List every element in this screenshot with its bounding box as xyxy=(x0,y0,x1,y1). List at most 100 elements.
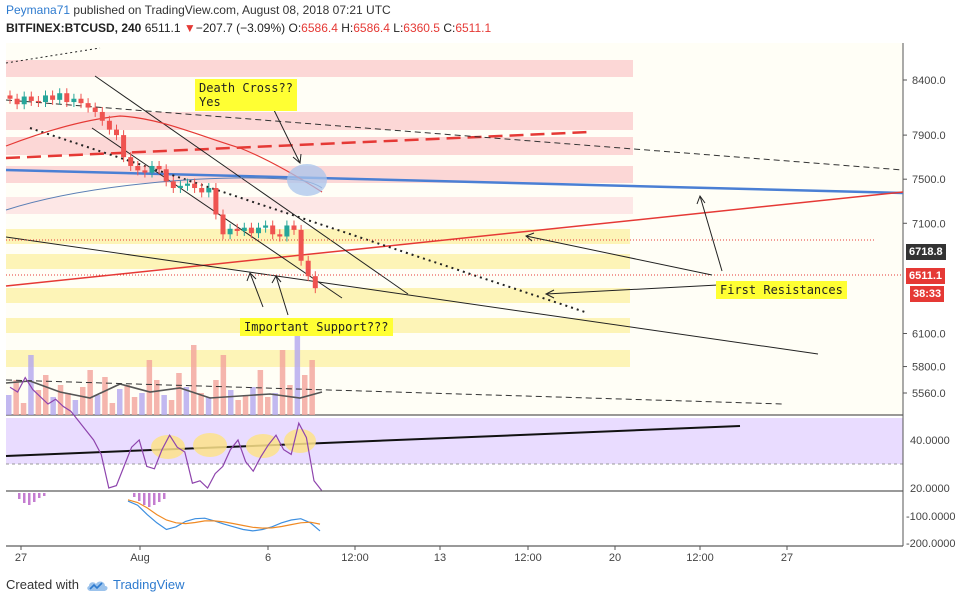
rsi-line xyxy=(9,376,323,491)
rsi-pane[interactable] xyxy=(5,376,741,491)
volume-bar xyxy=(65,393,71,415)
candle[interactable] xyxy=(28,91,34,106)
dotted-trendline xyxy=(29,127,586,313)
candle[interactable] xyxy=(99,107,105,126)
candle[interactable] xyxy=(57,88,63,105)
price-tick-label: 7100.0 xyxy=(912,218,946,230)
candle[interactable] xyxy=(156,161,162,175)
price-axis[interactable]: 8400.0 7900.0 7500.0 7100.0 6100.0 5800.0 5560… xyxy=(903,75,956,550)
tradingview-brand: TradingView xyxy=(112,577,185,592)
rsi-tick-label: 20.0000 xyxy=(910,483,950,495)
volume-bar xyxy=(250,387,256,415)
candle[interactable] xyxy=(284,220,290,242)
volume-bar xyxy=(109,403,116,415)
macd-hist-bar xyxy=(38,493,41,498)
candle[interactable] xyxy=(43,90,48,108)
candle[interactable] xyxy=(263,220,269,233)
candle[interactable] xyxy=(199,183,205,198)
time-tick-label: 27 xyxy=(781,552,793,564)
tradingview-logo[interactable]: TradingView xyxy=(85,577,185,592)
time-axis[interactable]: 27 Aug 6 12:00 13 12:00 20 12:00 27 xyxy=(15,546,793,564)
volume-bar xyxy=(131,397,138,415)
candle[interactable] xyxy=(206,183,212,198)
volume-bar xyxy=(154,380,160,415)
channel-upper-line xyxy=(94,75,409,295)
candle[interactable] xyxy=(234,223,240,236)
candle[interactable] xyxy=(21,91,27,110)
candle[interactable] xyxy=(185,178,190,191)
volume-bar xyxy=(87,370,93,415)
macd-hist-bar xyxy=(163,493,166,499)
volume-bar xyxy=(228,390,234,415)
candle[interactable] xyxy=(35,95,41,108)
volume-bar xyxy=(28,355,34,415)
low-value: 6360.5 xyxy=(403,21,440,35)
rsi-tick-label: 40.0000 xyxy=(910,435,950,447)
price-tick-label: 5560.0 xyxy=(912,388,946,400)
candle[interactable] xyxy=(128,152,134,171)
candle[interactable] xyxy=(14,93,20,110)
candle[interactable] xyxy=(256,222,261,239)
candle[interactable] xyxy=(213,183,219,220)
volume-bar xyxy=(139,393,145,415)
candle[interactable] xyxy=(50,90,56,105)
candle[interactable] xyxy=(85,98,91,113)
time-tick-label: 12:00 xyxy=(514,552,542,564)
candle[interactable] xyxy=(291,220,297,235)
candle[interactable] xyxy=(114,124,119,141)
candle[interactable] xyxy=(241,222,247,236)
candle[interactable] xyxy=(192,178,198,193)
rsi-band xyxy=(6,418,903,464)
macd-hist-bar xyxy=(23,493,26,503)
volume-bars xyxy=(5,335,323,415)
time-tick-label: 12:00 xyxy=(341,552,369,564)
macd-pane[interactable] xyxy=(18,493,321,532)
rsi-trendline xyxy=(5,425,741,457)
important-support-annotation[interactable]: Important Support??? xyxy=(240,318,393,336)
candle[interactable] xyxy=(149,161,155,178)
candle[interactable] xyxy=(227,223,233,240)
candle[interactable] xyxy=(71,93,77,108)
volume-bar xyxy=(257,370,264,415)
volume-bar xyxy=(272,393,278,415)
candle[interactable] xyxy=(177,180,183,193)
volume-bar xyxy=(198,393,204,415)
candle[interactable] xyxy=(277,229,283,242)
candle[interactable] xyxy=(298,224,304,266)
first-resistances-annotation[interactable]: First Resistances xyxy=(716,281,847,299)
volume-bar xyxy=(94,395,101,415)
macd-hist-bar xyxy=(33,493,36,502)
candle[interactable] xyxy=(135,161,141,176)
candle[interactable] xyxy=(270,220,276,240)
volume-bar xyxy=(43,375,49,415)
open-value: 6586.4 xyxy=(301,21,338,35)
candle[interactable] xyxy=(163,164,169,187)
macd-hist-bar xyxy=(143,493,146,505)
candle[interactable] xyxy=(92,102,98,117)
candle[interactable] xyxy=(106,115,112,135)
macd-hist-bar xyxy=(133,493,136,497)
candle[interactable] xyxy=(142,165,148,178)
volume-bar xyxy=(35,390,42,415)
author-link[interactable]: Peymana71 xyxy=(6,3,71,17)
candle[interactable] xyxy=(78,93,84,109)
blue-trendline xyxy=(5,168,904,195)
last-price: 6511.1 xyxy=(144,21,181,35)
candle[interactable] xyxy=(64,88,70,108)
change-value: −207.7 (−3.09%) xyxy=(195,21,286,35)
candle[interactable] xyxy=(121,130,127,163)
candle[interactable] xyxy=(305,255,311,282)
volume-bar xyxy=(309,360,315,415)
candle[interactable] xyxy=(170,176,176,193)
candlesticks[interactable] xyxy=(7,88,318,294)
death-cross-highlight xyxy=(287,164,327,196)
candle[interactable] xyxy=(7,90,13,104)
candle[interactable] xyxy=(248,222,254,239)
candle[interactable] xyxy=(312,271,318,294)
candle[interactable] xyxy=(220,209,226,240)
level-price-tag: 6718.8 xyxy=(906,244,946,260)
cloud-icon xyxy=(87,581,108,591)
death-cross-annotation[interactable]: Death Cross?? Yes xyxy=(195,79,297,111)
change-arrow-icon: ▼ xyxy=(183,21,196,35)
